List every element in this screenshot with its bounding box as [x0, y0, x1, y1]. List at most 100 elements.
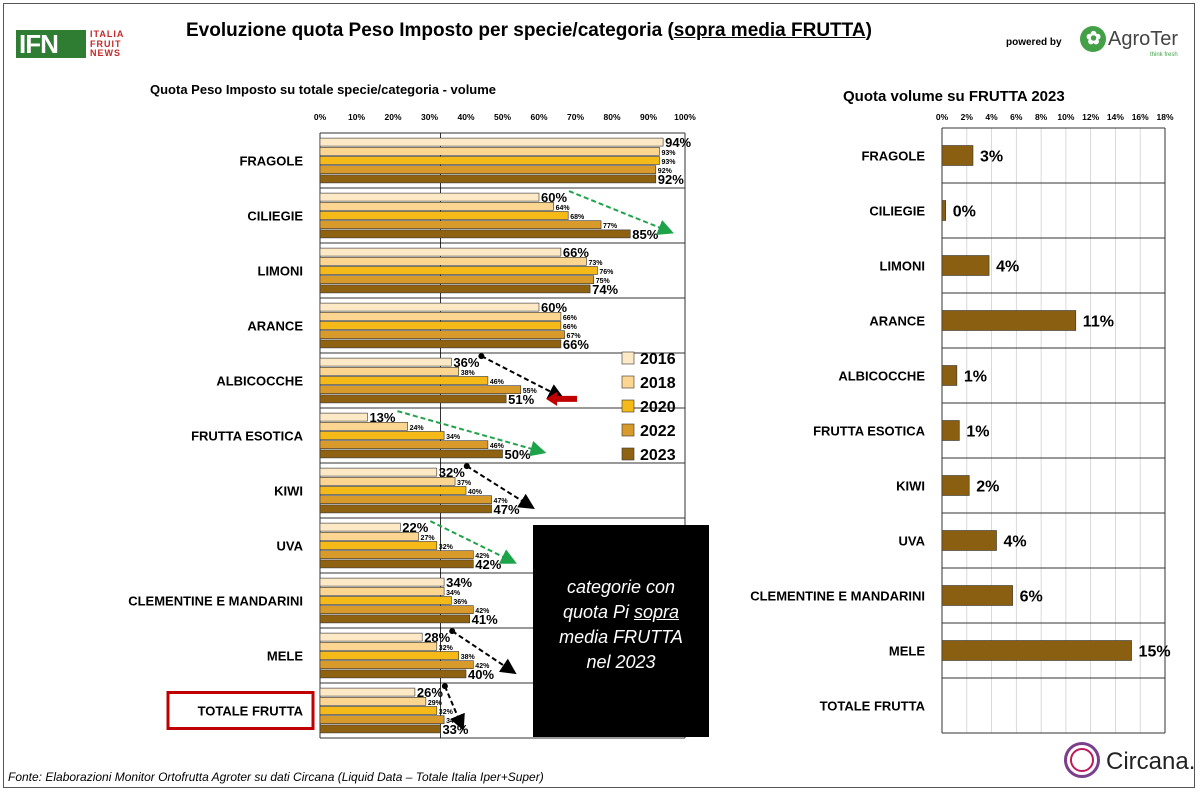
bar-2016: [319, 687, 416, 697]
note-line: categorie con: [566, 577, 676, 597]
data-label-2020: 68%: [570, 214, 585, 221]
x-tick-label: 14%: [1107, 112, 1124, 122]
data-label-2022: 46%: [490, 443, 505, 450]
data-label-2023: 47%: [494, 502, 520, 517]
bar-2018: [319, 202, 554, 211]
category-label: CLEMENTINE E MANDARINI: [750, 589, 925, 604]
data-label-2020: 93%: [661, 159, 676, 166]
data-label-2016: 36%: [453, 355, 479, 370]
legend-swatch: [621, 447, 635, 461]
category-label: FRAGOLE: [239, 154, 303, 169]
note-line: quota Pi sopra: [533, 600, 709, 625]
category-label: KIWI: [896, 479, 925, 494]
bar-2020: [319, 156, 660, 165]
legend-label: 2020: [640, 399, 676, 416]
circana-name: Circana.: [1106, 748, 1196, 775]
data-label: 0%: [953, 204, 976, 221]
agroter-logo: ✿ AgroTer think fresh: [1080, 24, 1190, 58]
data-label-2018: 34%: [446, 590, 461, 597]
data-label-2020: 76%: [599, 269, 614, 276]
x-tick-label: 50%: [494, 112, 511, 122]
legend-swatch: [621, 351, 635, 365]
category-label: MELE: [889, 644, 925, 659]
data-label-2020: 36%: [453, 599, 468, 606]
legend-label: 2018: [640, 375, 676, 392]
data-label-2018: 38%: [461, 370, 476, 377]
bar-2020: [319, 486, 467, 495]
x-tick-label: 30%: [421, 112, 438, 122]
data-label-2020: 38%: [461, 654, 476, 661]
bar-2020: [319, 321, 562, 330]
trend-arrow-start: [463, 463, 470, 470]
x-tick-label: 12%: [1082, 112, 1099, 122]
legend-label: 2022: [640, 423, 676, 440]
data-label-2022: 47%: [494, 498, 509, 505]
category-label: TOTALE FRUTTA: [198, 704, 304, 719]
circana-logo: Circana.: [1064, 742, 1196, 782]
data-label: 11%: [1083, 314, 1114, 331]
bar-2016: [319, 522, 401, 532]
data-label-2016: 22%: [402, 520, 428, 535]
trend-arrow: [480, 355, 565, 399]
x-tick-label: 2%: [961, 112, 974, 122]
data-label-2020: 66%: [563, 324, 578, 331]
trend-arrow: [397, 410, 547, 457]
data-label-2018: 73%: [588, 260, 603, 267]
data-label-2018: 32%: [439, 645, 454, 652]
data-label-2023: 41%: [472, 612, 498, 627]
bar-2020: [319, 541, 438, 550]
data-label-2016: 60%: [541, 190, 567, 205]
data-label-2016: 13%: [369, 410, 395, 425]
circana-inner-ring-icon: [1070, 748, 1094, 772]
data-label-2020: 40%: [468, 489, 483, 496]
data-label-2020: 46%: [490, 379, 505, 386]
x-tick-label: 4%: [985, 112, 998, 122]
title-underlined: sopra media FRUTTA: [673, 20, 866, 41]
ifn-logo-subtext: ITALIA FRUIT NEWS: [90, 29, 124, 59]
category-label: ARANCE: [247, 319, 303, 334]
note-line: nel 2023: [586, 652, 656, 672]
bar-2018: [319, 641, 438, 651]
x-tick-label: 80%: [603, 112, 620, 122]
category-label: ALBICOCCHE: [838, 369, 925, 384]
bar-2016: [319, 192, 540, 202]
bar: [941, 640, 1132, 661]
bar: [941, 475, 970, 496]
bar-2023: [319, 284, 591, 294]
bar-2023: [319, 559, 474, 569]
data-label-2023: 51%: [508, 392, 534, 407]
category-label: UVA: [899, 534, 926, 549]
right-chart-title: Quota volume su FRUTTA 2023: [843, 88, 1065, 105]
data-label-2020: 32%: [439, 544, 454, 551]
bar-2020: [319, 431, 445, 440]
data-label-2016: 66%: [563, 245, 589, 260]
bar-2020: [319, 651, 459, 660]
category-label: CILIEGIE: [869, 204, 925, 219]
highlight-box: [166, 691, 315, 730]
data-label-2022: 42%: [475, 608, 490, 615]
bar-2018: [319, 366, 459, 376]
data-label-2023: 50%: [505, 447, 531, 462]
x-tick-label: 0%: [314, 112, 327, 122]
bar: [941, 585, 1013, 606]
trend-arrow-start: [441, 683, 448, 690]
data-label-2016: 28%: [424, 630, 450, 645]
agroter-leaf-icon: ✿: [1080, 26, 1106, 52]
data-label: 4%: [996, 259, 1019, 276]
bar-2022: [319, 495, 492, 505]
data-label: 3%: [980, 149, 1003, 166]
trend-arrow: [451, 630, 517, 675]
bar-2023: [319, 449, 503, 459]
x-tick-label: 10%: [1057, 112, 1074, 122]
bar-2023: [319, 669, 467, 679]
red-callout-arrow: [546, 391, 577, 406]
note-text: categorie con quota Pi sopra media FRUTT…: [533, 575, 709, 675]
bar: [941, 310, 1077, 331]
x-tick-label: 10%: [348, 112, 365, 122]
trend-arrow: [568, 190, 674, 235]
bar-2020: [319, 376, 489, 385]
data-label-2022: 75%: [596, 278, 611, 285]
bar: [941, 255, 990, 276]
category-label: FRUTTA ESOTICA: [191, 429, 304, 444]
